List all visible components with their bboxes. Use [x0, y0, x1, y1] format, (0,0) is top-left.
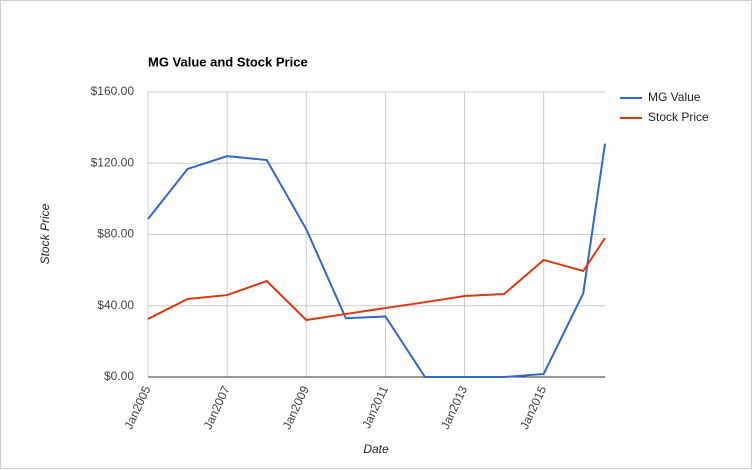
y-tick-label: $160.00	[91, 84, 135, 98]
y-tick-label: $120.00	[91, 155, 135, 169]
x-axis-label: Date	[363, 442, 389, 456]
y-tick-label: $0.00	[104, 369, 134, 383]
line-series	[147, 237, 606, 322]
y-axis-label: Stock Price	[38, 203, 52, 264]
line-series	[147, 143, 606, 378]
legend-label: Stock Price	[648, 110, 709, 124]
legend-label: MG Value	[648, 90, 701, 104]
y-tick-label: $40.00	[97, 298, 134, 312]
y-tick-label: $80.00	[97, 227, 134, 241]
chart-title: MG Value and Stock Price	[148, 54, 308, 69]
